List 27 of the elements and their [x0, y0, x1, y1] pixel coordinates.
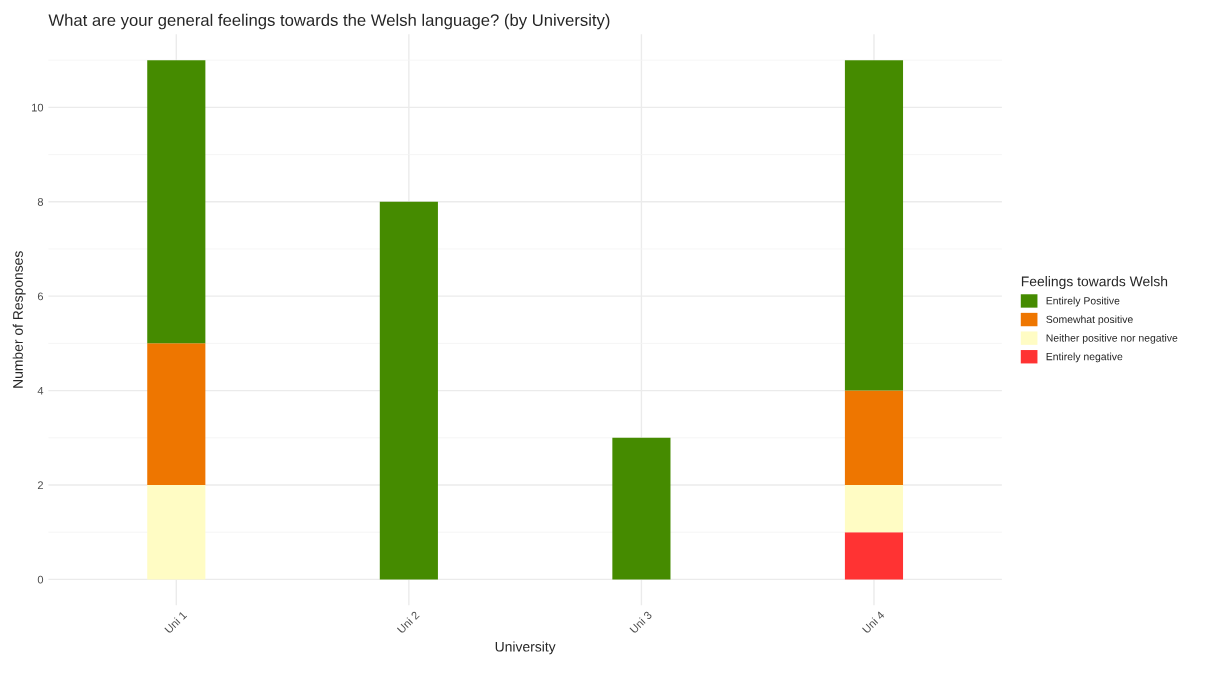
bar — [844, 60, 904, 391]
legend-title: Feelings towards Welsh — [1021, 276, 1168, 290]
bar — [147, 484, 206, 580]
bar — [844, 532, 904, 580]
x-tick-label: Uni 2 — [396, 610, 420, 634]
y-tick-label: 0 — [37, 575, 44, 584]
y-tick-label: 4 — [37, 386, 44, 395]
bar — [844, 484, 904, 533]
y-axis-title: Number of Responses — [12, 251, 26, 388]
y-tick-label: 6 — [37, 292, 44, 301]
legend-label: Somewhat positive — [1046, 315, 1133, 326]
x-tick-label: Uni 1 — [164, 610, 188, 634]
y-tick-label: 2 — [37, 481, 43, 489]
x-tick-label: Uni 4 — [861, 610, 886, 634]
bar — [844, 390, 904, 485]
bar — [379, 201, 438, 580]
y-tick-label: 8 — [37, 198, 44, 206]
x-tick-label: Uni 3 — [629, 610, 653, 634]
y-tick-label: 10 — [32, 103, 44, 112]
legend-label: Entirely negative — [1046, 352, 1123, 363]
bar — [612, 437, 671, 580]
legend-label: Neither positive nor negative — [1046, 334, 1178, 344]
bar — [147, 343, 206, 485]
x-axis-title: University — [495, 641, 556, 655]
bar — [147, 60, 206, 344]
legend-label: Entirely Positive — [1046, 296, 1120, 307]
chart-title: What are your general feelings towards the Welsh language? (by University) — [48, 13, 610, 30]
